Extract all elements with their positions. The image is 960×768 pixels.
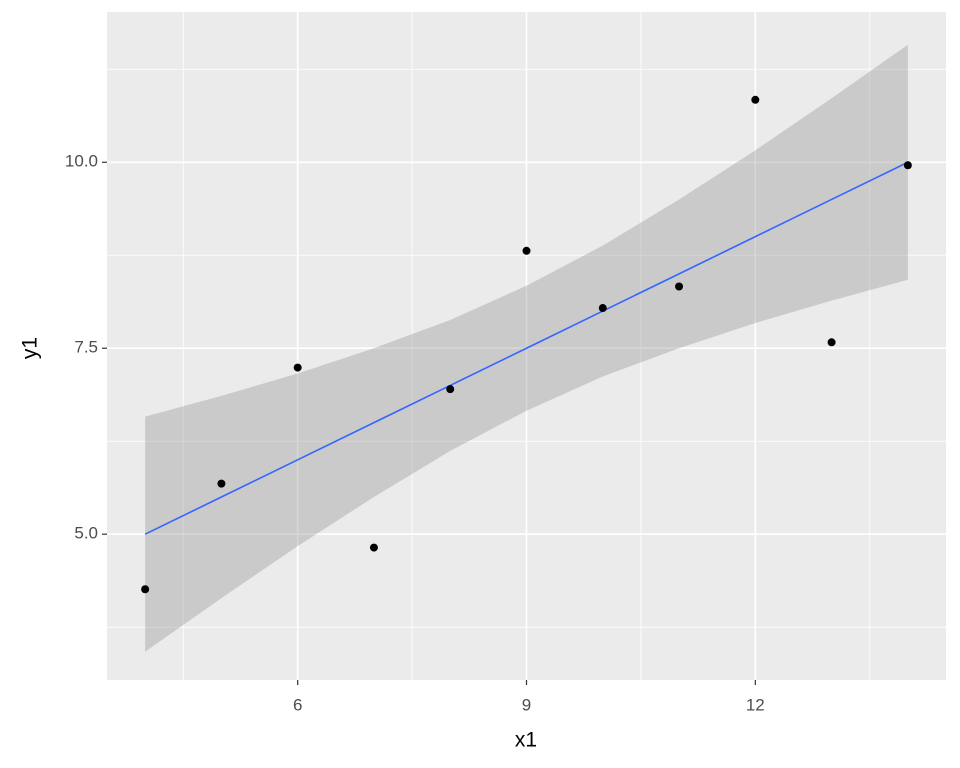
- y-axis-title: y1: [19, 337, 42, 359]
- point: [369, 543, 378, 552]
- point: [827, 338, 836, 347]
- y-tick-label: 10.0: [65, 152, 98, 171]
- x-axis-title: x1: [515, 729, 537, 752]
- point: [903, 161, 912, 170]
- x-tick-label: 6: [293, 695, 302, 714]
- point: [217, 479, 226, 488]
- point: [522, 246, 531, 255]
- y-tick-label: 7.5: [74, 338, 98, 357]
- point: [141, 585, 150, 594]
- y-tick-label: 5.0: [74, 524, 98, 543]
- fit-line: [144, 161, 909, 535]
- point: [751, 95, 760, 104]
- point: [675, 282, 684, 291]
- x-tick-label: 12: [746, 695, 765, 714]
- point: [598, 304, 607, 313]
- x-tick-label: 9: [522, 695, 531, 714]
- point: [293, 363, 302, 372]
- point: [446, 385, 455, 394]
